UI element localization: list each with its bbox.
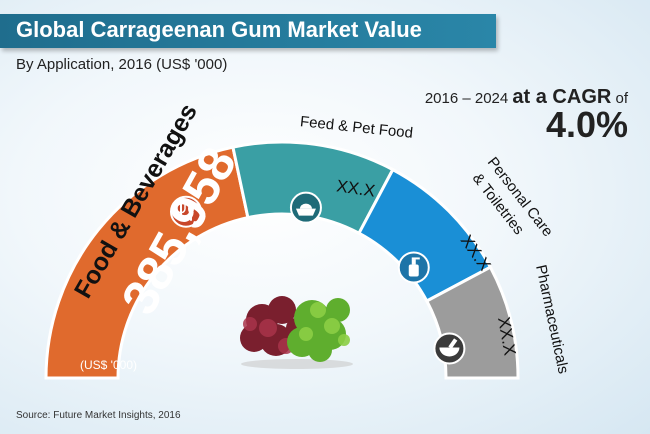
title-bar: Global Carrageenan Gum Market Value (0, 14, 496, 48)
gauge-icons (170, 191, 466, 365)
pet-bowl-icon (289, 191, 322, 224)
lotion-bottle-icon (397, 251, 430, 284)
segment-name-feed-and-pet-food: Feed & Pet Food (299, 113, 414, 142)
cagr-period-line: 2016 – 2024 at a CAGR of (425, 86, 628, 109)
cutlery-icon (170, 195, 202, 228)
cagr-prefix: 2016 – 2024 (424, 90, 513, 107)
cagr-value: 4.0% (545, 104, 628, 145)
segment-unit-food-and-beverages: (US$ '000) (80, 358, 137, 372)
segment-name-pharmaceuticals: Pharmaceuticals (532, 263, 572, 375)
chart-title: Global Carrageenan Gum Market Value (16, 17, 422, 42)
chart-subtitle: By Application, 2016 (US$ '000) (16, 56, 228, 73)
cagr-suffix: of (611, 90, 628, 107)
seaweed-image (240, 296, 353, 369)
mortar-pestle-icon (433, 332, 466, 365)
source-note: Source: Future Market Insights, 2016 (16, 410, 181, 421)
cagr-emphasis: at a CAGR (512, 86, 612, 108)
